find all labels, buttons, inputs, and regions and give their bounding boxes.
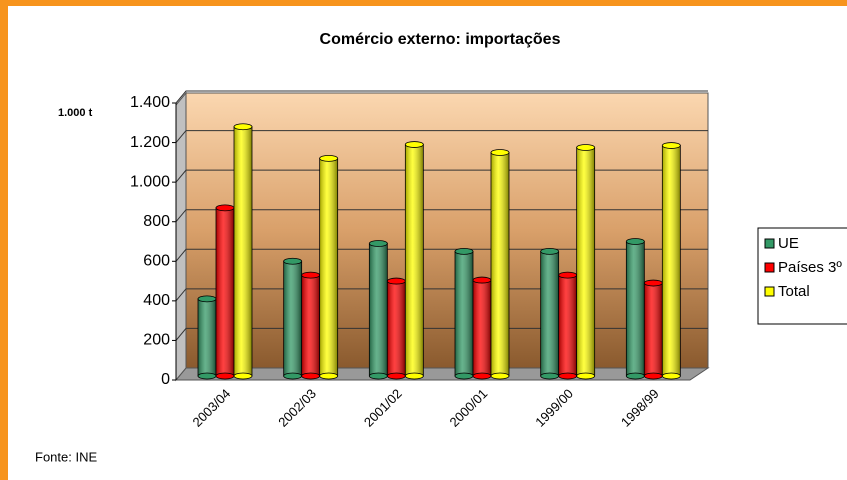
bar — [319, 154, 339, 380]
bar-top — [319, 154, 339, 162]
bar-shade — [283, 261, 302, 376]
bar-base — [233, 372, 253, 380]
bar-top — [472, 276, 492, 284]
bar-shade — [558, 275, 577, 376]
bar-shade — [455, 251, 473, 376]
source: Fonte: INE — [35, 449, 97, 464]
bar-base — [301, 372, 321, 380]
bar-base — [215, 372, 235, 380]
bar — [215, 204, 235, 380]
legend-swatch — [764, 286, 775, 297]
y-tick-label: 600 — [143, 253, 170, 270]
grid-line — [175, 209, 708, 223]
bar-base — [319, 372, 339, 380]
bar — [283, 257, 303, 380]
bar-base — [368, 372, 388, 380]
bar-top — [576, 144, 596, 151]
bar-base — [472, 372, 492, 380]
bar-top — [301, 271, 321, 279]
legend-swatch — [764, 238, 775, 249]
bar-shade — [473, 280, 491, 376]
bar-top — [540, 247, 560, 255]
bar — [301, 271, 321, 380]
legend-label: UE — [778, 235, 799, 252]
bar-shade — [405, 144, 424, 376]
bar-shade — [198, 298, 216, 376]
bar-base — [643, 372, 663, 380]
bar-top — [643, 279, 663, 287]
bar-base — [283, 372, 303, 380]
bar-top — [386, 277, 406, 285]
bar — [576, 144, 596, 380]
bar-top — [454, 247, 474, 255]
bar-shade — [662, 145, 681, 376]
bar — [625, 238, 645, 380]
bar-shade — [644, 283, 663, 376]
y-tick-label: 800 — [143, 213, 170, 230]
bar-top — [490, 149, 510, 156]
bar-shade — [576, 147, 595, 376]
bar-top — [661, 142, 681, 149]
bar-top — [368, 240, 388, 247]
bar-top — [197, 295, 217, 303]
grid-line — [175, 90, 708, 104]
bar — [661, 142, 681, 380]
bar-shade — [319, 158, 338, 376]
bar — [233, 123, 253, 380]
y-tick-label: 1.000 — [130, 173, 170, 190]
y-tick-label: 400 — [143, 292, 170, 309]
bar-base — [197, 372, 217, 380]
bar — [558, 271, 578, 380]
grid-line — [175, 248, 708, 262]
bar-base — [404, 372, 424, 380]
bar — [404, 141, 424, 380]
bar-base — [386, 372, 406, 380]
bar-base — [625, 372, 645, 380]
bar-shade — [216, 207, 234, 376]
bar-base — [576, 372, 596, 380]
grid-line — [175, 169, 708, 183]
bar — [472, 276, 492, 380]
bar-shade — [626, 241, 645, 376]
y-tick-label: 200 — [143, 332, 170, 349]
bar-top — [233, 123, 253, 131]
legend-swatch — [764, 262, 775, 273]
bar — [386, 277, 406, 380]
bar-shade — [491, 152, 509, 376]
bar — [540, 247, 560, 380]
bar-shade — [301, 275, 320, 376]
bar — [197, 295, 217, 380]
bar-shade — [540, 251, 559, 376]
bar — [454, 247, 474, 380]
bar-base — [490, 372, 510, 380]
bar-top — [215, 204, 235, 212]
grid-line — [175, 130, 708, 143]
bar-shade — [369, 243, 388, 376]
bar-top — [625, 238, 645, 245]
bar-top — [558, 271, 578, 279]
legend-label: Países 3º — [778, 259, 842, 276]
bar-shade — [387, 281, 406, 376]
bar — [368, 240, 388, 380]
y-axis-label: 1.000 t — [58, 107, 93, 119]
grid-line — [175, 327, 708, 341]
bar-base — [540, 372, 560, 380]
bar-shade — [234, 126, 252, 376]
bar-base — [558, 372, 578, 380]
y-tick-label: 1.400 — [130, 94, 170, 111]
bar-base — [661, 372, 681, 380]
y-tick-label: 0 — [161, 371, 170, 388]
grid-line — [175, 288, 708, 302]
bar-top — [404, 141, 424, 148]
bar — [490, 149, 510, 380]
y-tick-label: 1.200 — [130, 134, 170, 151]
bar — [643, 279, 663, 380]
chart-title: Comércio externo: importações — [320, 31, 561, 48]
bar-top — [283, 257, 303, 265]
bar-base — [454, 372, 474, 380]
legend-label: Total — [778, 283, 810, 300]
